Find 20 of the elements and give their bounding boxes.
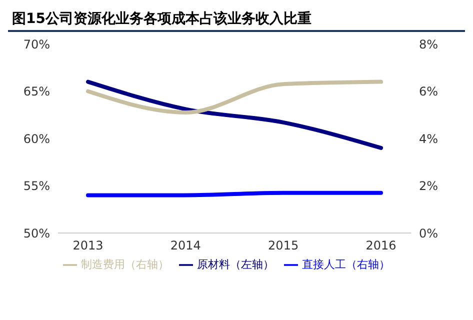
x-tick-label: 2016 [366, 238, 396, 253]
y2-tick-label: 6% [419, 84, 438, 99]
y-tick-label: 65% [23, 84, 50, 99]
y-tick-label: 50% [23, 226, 50, 240]
y-tick-label: 70% [23, 37, 50, 52]
y2-tick-label: 4% [419, 132, 438, 146]
y2-tick-label: 0% [419, 226, 438, 240]
y2-tick-label: 8% [419, 37, 438, 52]
chart-title: 图15公司资源化业务各项成本占该业务收入比重 [8, 8, 465, 32]
legend-label: 原材料（左轴） [197, 258, 274, 271]
y-tick-label: 60% [23, 132, 50, 146]
y2-tick-label: 2% [419, 179, 438, 194]
legend-label: 直接人工（右轴） [302, 258, 390, 271]
legend-label: 制造费用（右轴） [81, 258, 169, 271]
y-tick-label: 55% [23, 179, 50, 194]
line-series [86, 80, 383, 150]
line-series [86, 80, 383, 115]
x-tick-label: 2014 [170, 238, 201, 253]
x-tick-label: 2013 [72, 238, 104, 253]
x-tick-label: 2015 [268, 238, 299, 253]
